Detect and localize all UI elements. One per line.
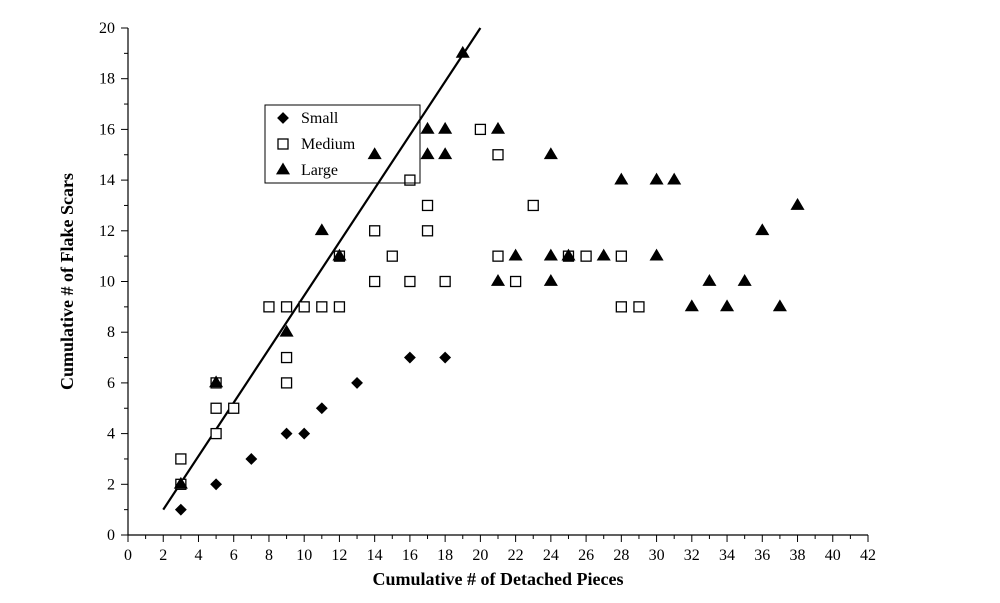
x-tick-label: 42 — [860, 547, 876, 564]
x-tick-label: 14 — [367, 547, 383, 564]
x-tick-label: 8 — [265, 547, 273, 564]
x-tick-label: 32 — [684, 547, 700, 564]
x-tick-label: 16 — [402, 547, 418, 564]
legend-label: Small — [301, 110, 339, 127]
y-tick-label: 18 — [99, 71, 115, 88]
x-tick-label: 26 — [578, 547, 594, 564]
x-tick-label: 30 — [649, 547, 665, 564]
x-tick-label: 40 — [825, 547, 841, 564]
x-tick-label: 34 — [719, 547, 735, 564]
x-tick-label: 2 — [159, 547, 167, 564]
y-tick-label: 10 — [99, 274, 115, 291]
flake-scars-scatter-chart: 0246810121416182022242628303234363840420… — [0, 0, 1000, 603]
x-tick-label: 4 — [194, 547, 202, 564]
x-tick-label: 28 — [613, 547, 629, 564]
legend-label: Medium — [301, 136, 356, 153]
y-tick-label: 8 — [107, 324, 115, 341]
y-tick-label: 6 — [107, 375, 115, 392]
x-tick-label: 22 — [508, 547, 524, 564]
y-tick-label: 20 — [99, 20, 115, 37]
legend: Small Medium Large — [265, 105, 420, 183]
y-tick-label: 4 — [107, 426, 115, 443]
y-tick-label: 2 — [107, 476, 115, 493]
x-tick-label: 36 — [754, 547, 770, 564]
y-tick-label: 16 — [99, 121, 115, 138]
x-tick-label: 24 — [543, 547, 559, 564]
x-tick-label: 20 — [472, 547, 488, 564]
x-tick-label: 38 — [790, 547, 806, 564]
x-tick-label: 0 — [124, 547, 132, 564]
x-tick-label: 12 — [331, 547, 347, 564]
x-tick-label: 10 — [296, 547, 312, 564]
x-axis-label: Cumulative # of Detached Pieces — [373, 569, 624, 589]
y-tick-label: 0 — [107, 527, 115, 544]
y-tick-label: 12 — [99, 223, 115, 240]
x-tick-label: 6 — [230, 547, 238, 564]
legend-label: Large — [301, 162, 338, 179]
x-tick-label: 18 — [437, 547, 453, 564]
y-tick-label: 14 — [99, 172, 115, 189]
y-axis-label: Cumulative # of Flake Scars — [57, 173, 77, 390]
